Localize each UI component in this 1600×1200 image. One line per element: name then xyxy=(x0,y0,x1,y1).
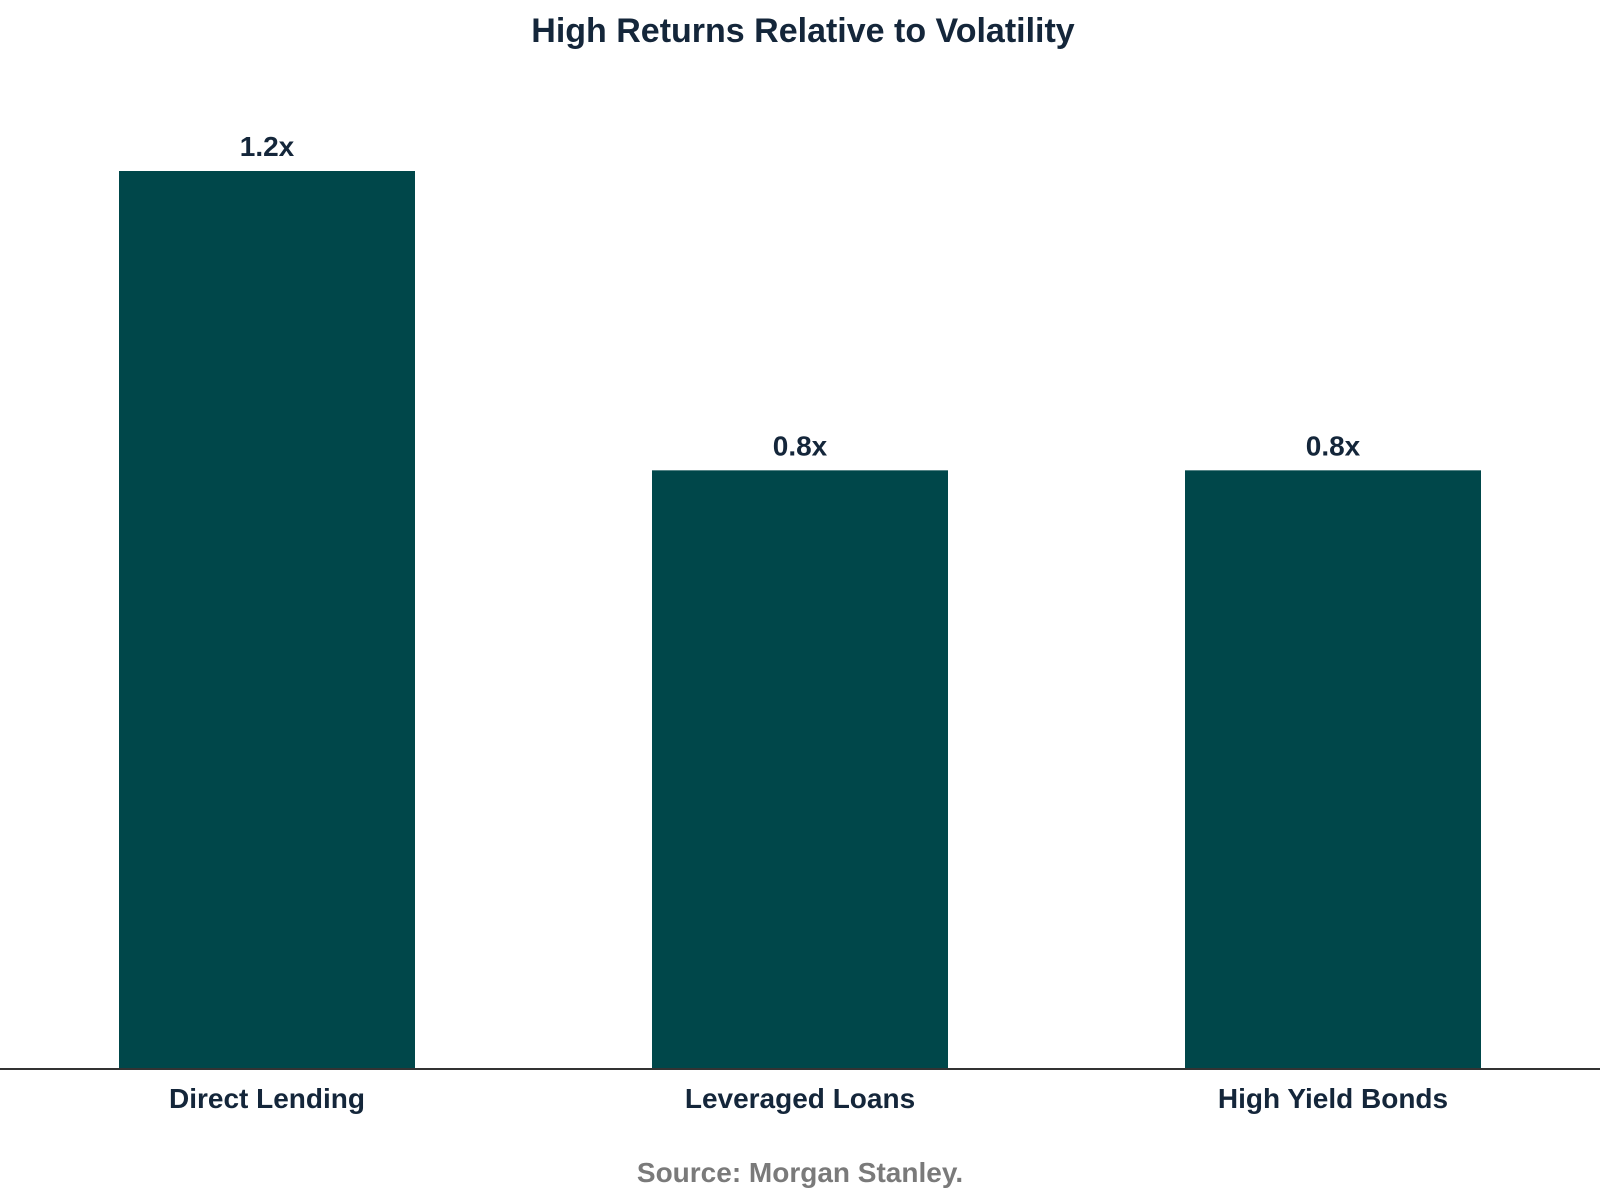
bar-high-yield-bonds xyxy=(1185,470,1481,1069)
data-labels-group: 1.2x 0.8x 0.8x xyxy=(240,131,1361,461)
category-label-direct-lending: Direct Lending xyxy=(169,1083,365,1114)
category-label-high-yield-bonds: High Yield Bonds xyxy=(1218,1083,1448,1114)
category-label-leveraged-loans: Leveraged Loans xyxy=(685,1083,915,1114)
bar-leveraged-loans xyxy=(652,470,948,1069)
chart-title: High Returns Relative to Volatility xyxy=(531,12,1075,50)
category-labels-group: Direct Lending Leveraged Loans High Yield … xyxy=(169,1083,1448,1114)
bars-group xyxy=(119,171,1481,1069)
data-label-direct-lending: 1.2x xyxy=(240,131,295,162)
bar-direct-lending xyxy=(119,171,415,1069)
source-note: Source: Morgan Stanley. xyxy=(637,1157,963,1188)
data-label-leveraged-loans: 0.8x xyxy=(773,430,828,461)
data-label-high-yield-bonds: 0.8x xyxy=(1306,430,1361,461)
